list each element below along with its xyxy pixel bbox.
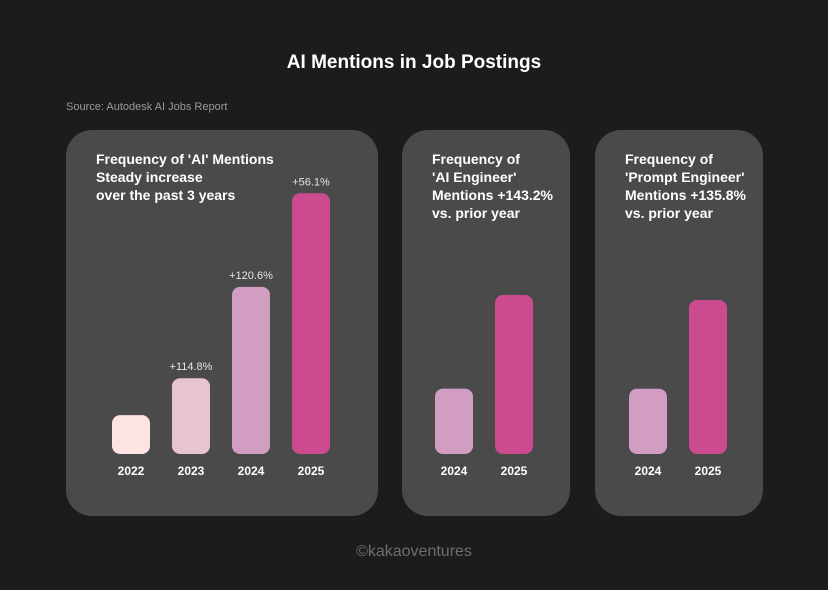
- bar-chart-svg: 2022 2023 +114.8% 2024 +120.6% 2025 +56.1%: [112, 176, 330, 478]
- source-note: Source: Autodesk AI Jobs Report: [66, 101, 228, 113]
- tick-label-2023: 2023: [178, 464, 205, 478]
- tick-label-2025: 2025: [695, 464, 722, 478]
- tick-label-2025: 2025: [298, 464, 325, 478]
- heading-line: Frequency of: [432, 151, 520, 167]
- bar-2023: [172, 378, 210, 454]
- bar-2025: [495, 295, 533, 454]
- bar-chart-svg: 2024 2025: [435, 295, 533, 478]
- panel-ai-mentions: Frequency of 'AI' Mentions Steady increas…: [66, 130, 378, 516]
- footer-credit: ©kakaoventures: [356, 543, 472, 560]
- panel-ai-engineer: Frequency of 'AI Engineer' Mentions +143.2…: [402, 130, 570, 516]
- panel-heading: Frequency of 'AI' Mentions Steady increas…: [96, 150, 274, 204]
- tick-label-2024: 2024: [635, 464, 662, 478]
- bar-chart-svg: 2024 2025: [629, 300, 727, 478]
- heading-line: Frequency of 'AI' Mentions: [96, 151, 274, 167]
- heading-line: Frequency of: [625, 151, 713, 167]
- data-label-2025: +56.1%: [292, 176, 330, 188]
- bar-2025: [292, 193, 330, 455]
- tick-label-2022: 2022: [118, 464, 145, 478]
- heading-line: Mentions +135.8%: [625, 187, 746, 203]
- heading-line: 'Prompt Engineer': [625, 169, 745, 185]
- heading-line: vs. prior year: [432, 205, 520, 221]
- heading-line: 'AI Engineer': [432, 169, 517, 185]
- heading-line: Mentions +143.2%: [432, 187, 553, 203]
- heading-line: over the past 3 years: [96, 187, 236, 203]
- heading-line: Steady increase: [96, 169, 203, 185]
- bar-plot: 2024 2025: [402, 130, 570, 516]
- chart-title: AI Mentions in Job Postings: [286, 52, 542, 73]
- tick-label-2024: 2024: [441, 464, 468, 478]
- bar-plot: 2024 2025: [595, 130, 763, 516]
- bar-2025: [689, 300, 727, 454]
- heading-line: vs. prior year: [625, 205, 713, 221]
- bar-2024: [232, 286, 270, 454]
- panel-heading: Frequency of 'Prompt Engineer' Mentions +1…: [625, 150, 746, 222]
- data-label-2024: +120.6%: [229, 270, 273, 282]
- bar-2022: [112, 415, 150, 454]
- bar-2024: [629, 388, 667, 454]
- panel-prompt-engineer: Frequency of 'Prompt Engineer' Mentions +1…: [595, 130, 763, 516]
- bar-plot: 2022 2023 +114.8% 2024 +120.6% 2025 +56.1%: [66, 130, 378, 516]
- data-label-2023: +114.8%: [170, 361, 213, 373]
- tick-label-2025: 2025: [501, 464, 528, 478]
- tick-label-2024: 2024: [238, 464, 265, 478]
- bar-2024: [435, 388, 473, 454]
- panel-heading: Frequency of 'AI Engineer' Mentions +143.2…: [432, 150, 553, 222]
